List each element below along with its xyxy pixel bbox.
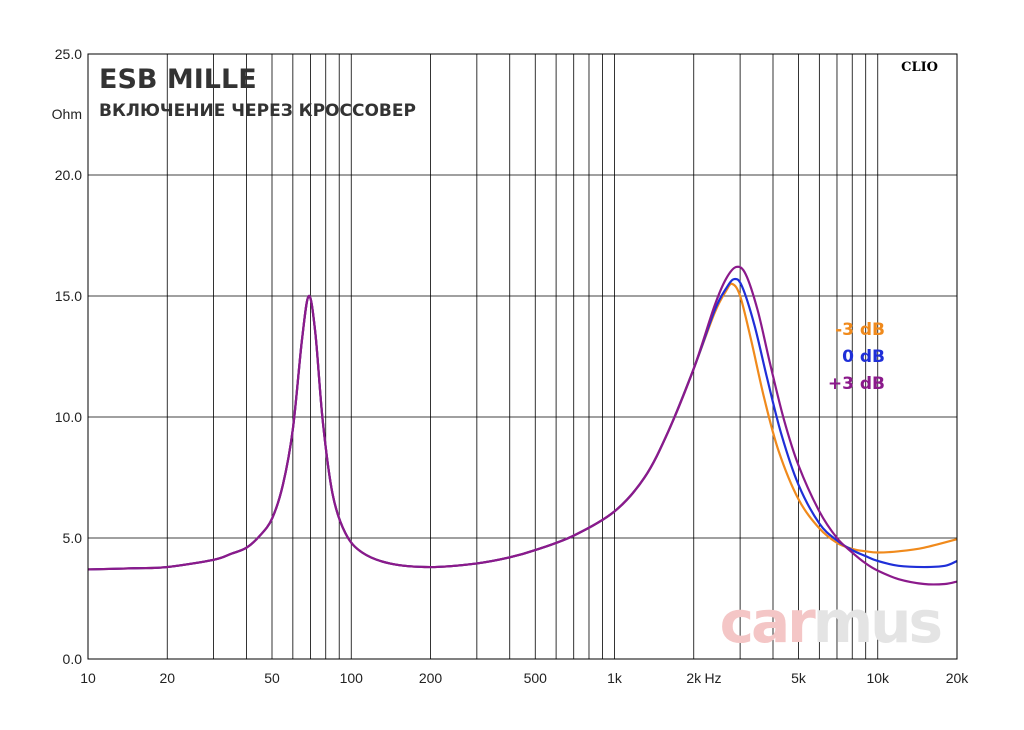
y-axis-label: Ohm: [52, 106, 82, 122]
grid-minor: [166, 54, 879, 659]
y-tick-label: 10.0: [55, 409, 82, 425]
y-tick-label: 0.0: [63, 651, 83, 667]
series-line-3: [87, 265, 958, 586]
y-tick-label: 25.0: [55, 46, 82, 62]
watermark-part-2: mus: [813, 588, 941, 656]
y-tick-label: 15.0: [55, 288, 82, 304]
x-tick-label: 1k: [607, 670, 623, 686]
x-tick-label: 200: [419, 670, 443, 686]
y-tick-labels: 0.0 5.0 10.0 15.0 20.0 25.0: [55, 46, 82, 667]
plot-area: [88, 54, 957, 659]
x-tick-label: 10k: [866, 670, 890, 686]
x-tick-label: 100: [340, 670, 364, 686]
plot-border: [87, 53, 958, 660]
brand-label: CLIO: [901, 60, 938, 75]
chart-subtitle: ВКЛЮЧЕНИЕ ЧЕРЕЗ КРОССОВЕР: [99, 101, 416, 121]
x-tick-label: 10: [80, 670, 96, 686]
legend: -3 dB 0 dB +3 dB: [828, 320, 885, 394]
series-layer: [87, 265, 958, 586]
x-tick-label: 50: [264, 670, 280, 686]
x-tick-labels: 10 20 50 100 200 500 1k 2k 5k 10k 20k: [80, 670, 969, 686]
grid-major: [88, 174, 957, 539]
chart-title: ESB MILLE: [99, 64, 257, 95]
watermark: carmus: [720, 588, 941, 656]
x-tick-label: 20: [159, 670, 175, 686]
watermark-part-1: car: [720, 588, 817, 656]
x-tick-label: 20k: [946, 670, 970, 686]
y-tick-label: 20.0: [55, 167, 82, 183]
legend-entry-1: -3 dB: [835, 320, 885, 340]
x-tick-label: 500: [524, 670, 548, 686]
legend-entry-2: 0 dB: [842, 347, 885, 367]
y-tick-label: 5.0: [63, 530, 83, 546]
x-axis-label: Hz: [704, 670, 721, 686]
x-tick-label: 5k: [791, 670, 807, 686]
legend-entry-3: +3 dB: [828, 374, 885, 394]
x-tick-label: 2k: [686, 670, 702, 686]
